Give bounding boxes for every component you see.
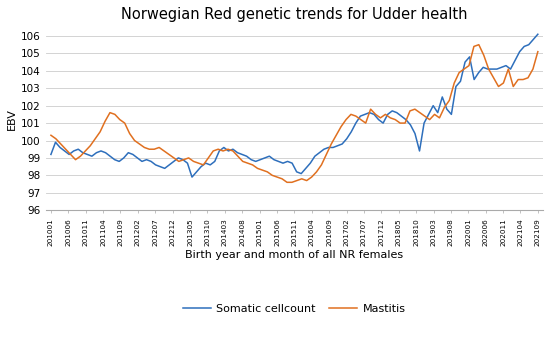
Mastitis <box>343 118 349 122</box>
Y-axis label: EBV: EBV <box>7 108 17 129</box>
Mastitis <box>284 180 290 184</box>
Mastitis <box>476 43 482 47</box>
Somatic cellcount <box>98 149 104 153</box>
Somatic cellcount <box>280 161 287 165</box>
Somatic cellcount <box>439 95 446 99</box>
Mastitis <box>48 133 54 137</box>
Mastitis <box>520 78 526 82</box>
Line: Somatic cellcount: Somatic cellcount <box>51 34 538 177</box>
Somatic cellcount <box>530 37 537 41</box>
Mastitis <box>304 179 310 183</box>
Mastitis <box>161 149 167 153</box>
Somatic cellcount <box>189 175 195 179</box>
Line: Mastitis: Mastitis <box>51 45 538 182</box>
Somatic cellcount <box>471 78 477 82</box>
Somatic cellcount <box>48 153 54 157</box>
Mastitis <box>505 67 512 71</box>
X-axis label: Birth year and month of all NR females: Birth year and month of all NR females <box>185 250 404 260</box>
Mastitis <box>535 49 541 54</box>
Somatic cellcount <box>535 32 541 36</box>
Title: Norwegian Red genetic trends for Udder health: Norwegian Red genetic trends for Udder h… <box>121 7 468 22</box>
Legend: Somatic cellcount, Mastitis: Somatic cellcount, Mastitis <box>179 299 410 318</box>
Mastitis <box>141 145 148 149</box>
Somatic cellcount <box>125 151 131 155</box>
